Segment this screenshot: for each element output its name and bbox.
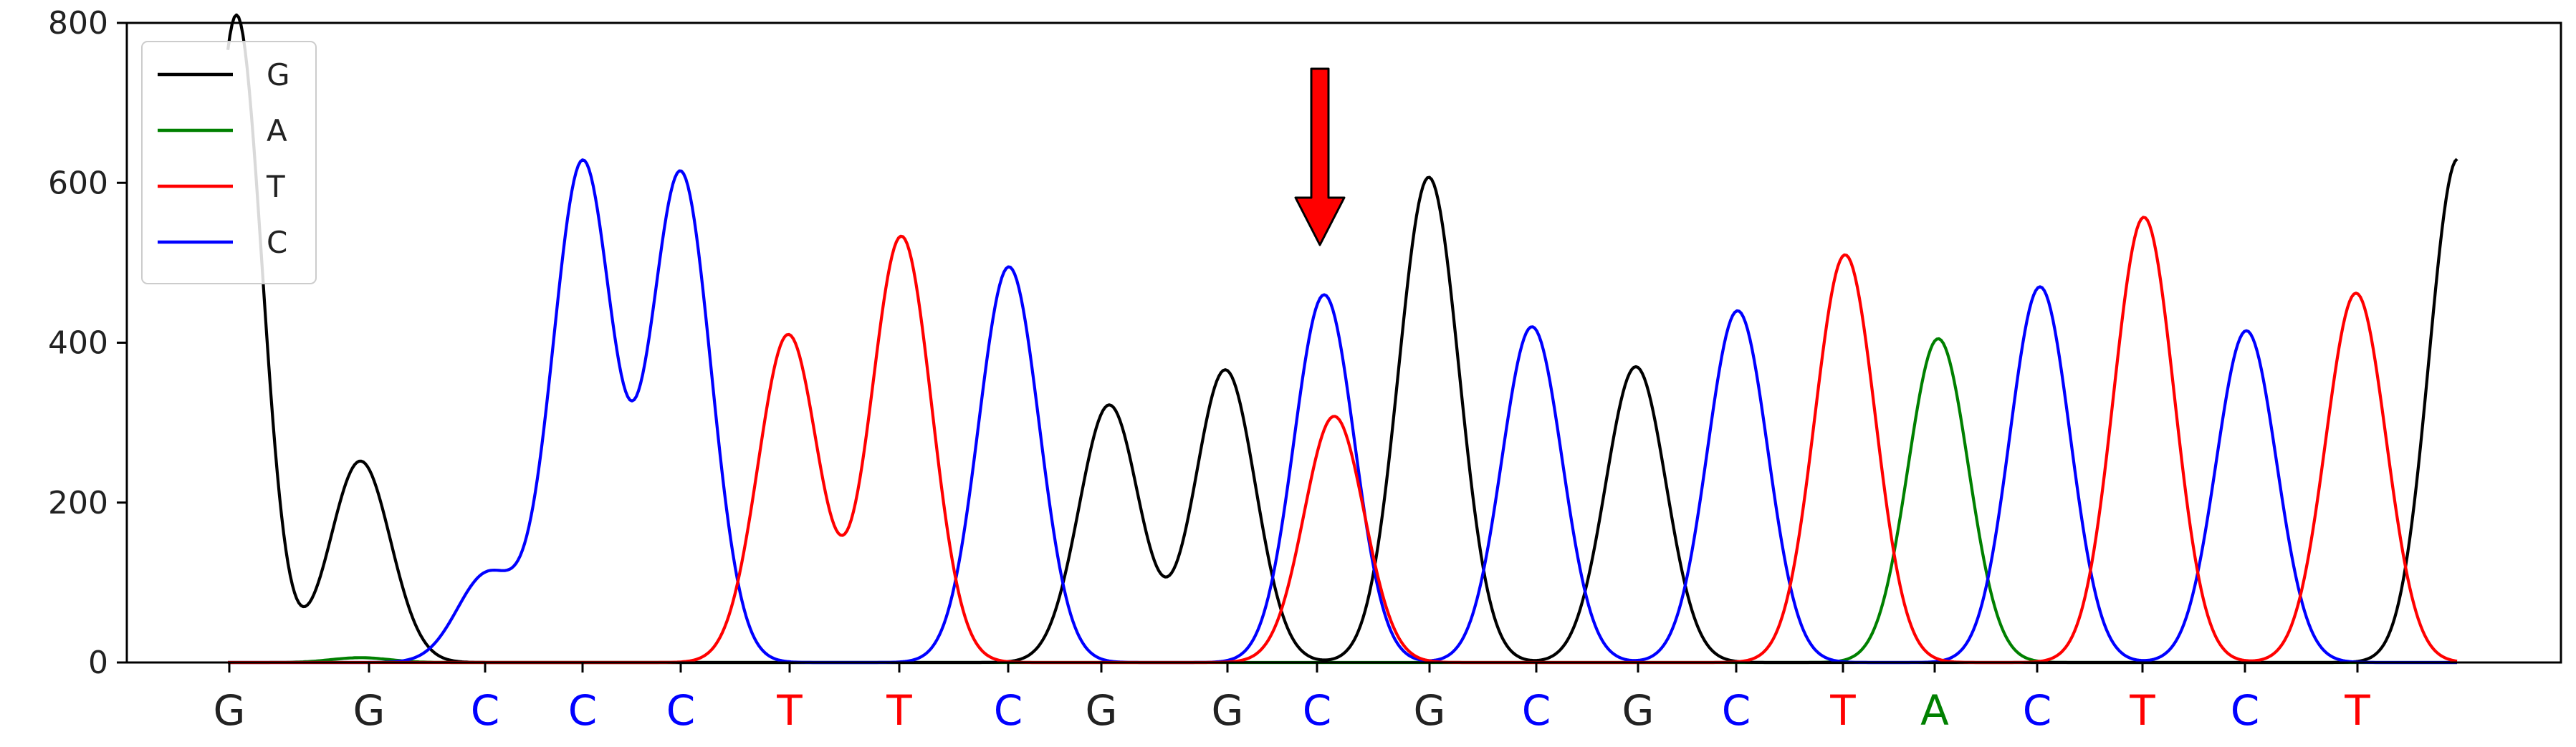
trace-A	[228, 337, 2457, 665]
base-call-label: C	[1722, 686, 1751, 735]
base-call-label: C	[568, 686, 598, 735]
y-tick-label: 400	[48, 325, 108, 362]
base-call-label: T	[2129, 686, 2155, 735]
base-call-label: C	[666, 686, 696, 735]
y-axis: 0 200 400 600 800	[48, 5, 127, 681]
base-call-label: C	[1522, 686, 1551, 735]
base-call-label: G	[1086, 686, 1118, 735]
variant-arrow	[1294, 67, 1346, 246]
base-call-label: T	[2344, 686, 2370, 735]
y-tick-label: 0	[88, 645, 108, 681]
base-call-label: G	[1622, 686, 1655, 735]
legend-label-G: G	[267, 57, 290, 92]
legend-label-A: A	[267, 113, 287, 148]
trace-T	[228, 216, 2458, 665]
trace-lines	[226, 13, 2458, 665]
base-call-label: G	[1212, 686, 1244, 735]
trace-C	[228, 158, 2457, 665]
base-call-label: G	[214, 686, 246, 735]
y-tick-label: 800	[48, 5, 108, 42]
base-call-label: T	[886, 686, 912, 735]
arrow-icon	[1294, 67, 1346, 246]
legend-label-T: T	[266, 169, 285, 204]
base-call-label: C	[994, 686, 1023, 735]
legend-label-C: C	[267, 225, 287, 260]
base-call-label: A	[1920, 686, 1949, 735]
base-call-label: G	[353, 686, 386, 735]
base-call-label: C	[2231, 686, 2260, 735]
y-tick-label: 200	[48, 485, 108, 521]
base-call-label: C	[471, 686, 500, 735]
base-call-label: T	[776, 686, 803, 735]
base-call-label: G	[1414, 686, 1446, 735]
legend-box	[141, 41, 317, 284]
base-call-label: T	[1829, 686, 1856, 735]
base-call-label: C	[2023, 686, 2052, 735]
base-call-label: C	[1303, 686, 1332, 735]
trace-G	[226, 13, 2458, 665]
y-tick-label: 600	[48, 165, 108, 201]
